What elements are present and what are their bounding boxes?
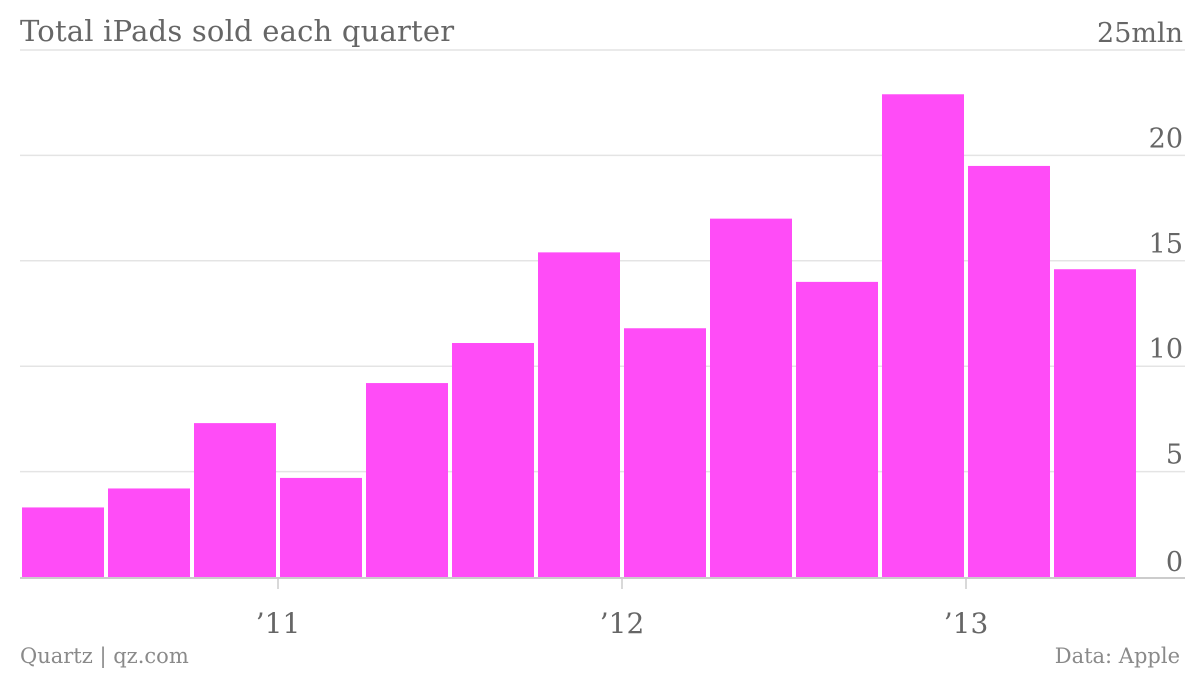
bars bbox=[22, 94, 1136, 578]
bar bbox=[968, 165, 1050, 577]
y-tick-label: 10 bbox=[1149, 334, 1183, 365]
y-tick-label: 20 bbox=[1149, 123, 1183, 154]
x-tick-label: ’12 bbox=[600, 607, 645, 640]
data-source: Data: Apple bbox=[1054, 644, 1180, 668]
y-tick-label: 15 bbox=[1149, 229, 1183, 260]
bar bbox=[194, 423, 276, 577]
chart-title: Total iPads sold each quarter bbox=[20, 14, 455, 48]
bar bbox=[108, 488, 190, 577]
x-tick-label: ’11 bbox=[256, 607, 301, 640]
x-tick-label: ’13 bbox=[944, 607, 989, 640]
bar bbox=[452, 343, 534, 577]
bar bbox=[1054, 269, 1136, 577]
y-tick-label: 25mln bbox=[1097, 18, 1183, 49]
y-tick-label: 0 bbox=[1166, 547, 1183, 578]
y-tick-label: 5 bbox=[1166, 440, 1183, 471]
bar bbox=[624, 328, 706, 577]
bar bbox=[882, 94, 964, 577]
bar bbox=[538, 252, 620, 578]
bar bbox=[280, 477, 362, 577]
axis-labels: 0 5 10 15 20 25mln ’11 ’12 ’13 bbox=[256, 18, 1183, 640]
bar bbox=[796, 281, 878, 577]
bar bbox=[22, 507, 104, 577]
x-axis bbox=[20, 577, 1185, 589]
bar bbox=[366, 383, 448, 577]
bar bbox=[710, 218, 792, 577]
source-credit: Quartz | qz.com bbox=[20, 644, 189, 668]
